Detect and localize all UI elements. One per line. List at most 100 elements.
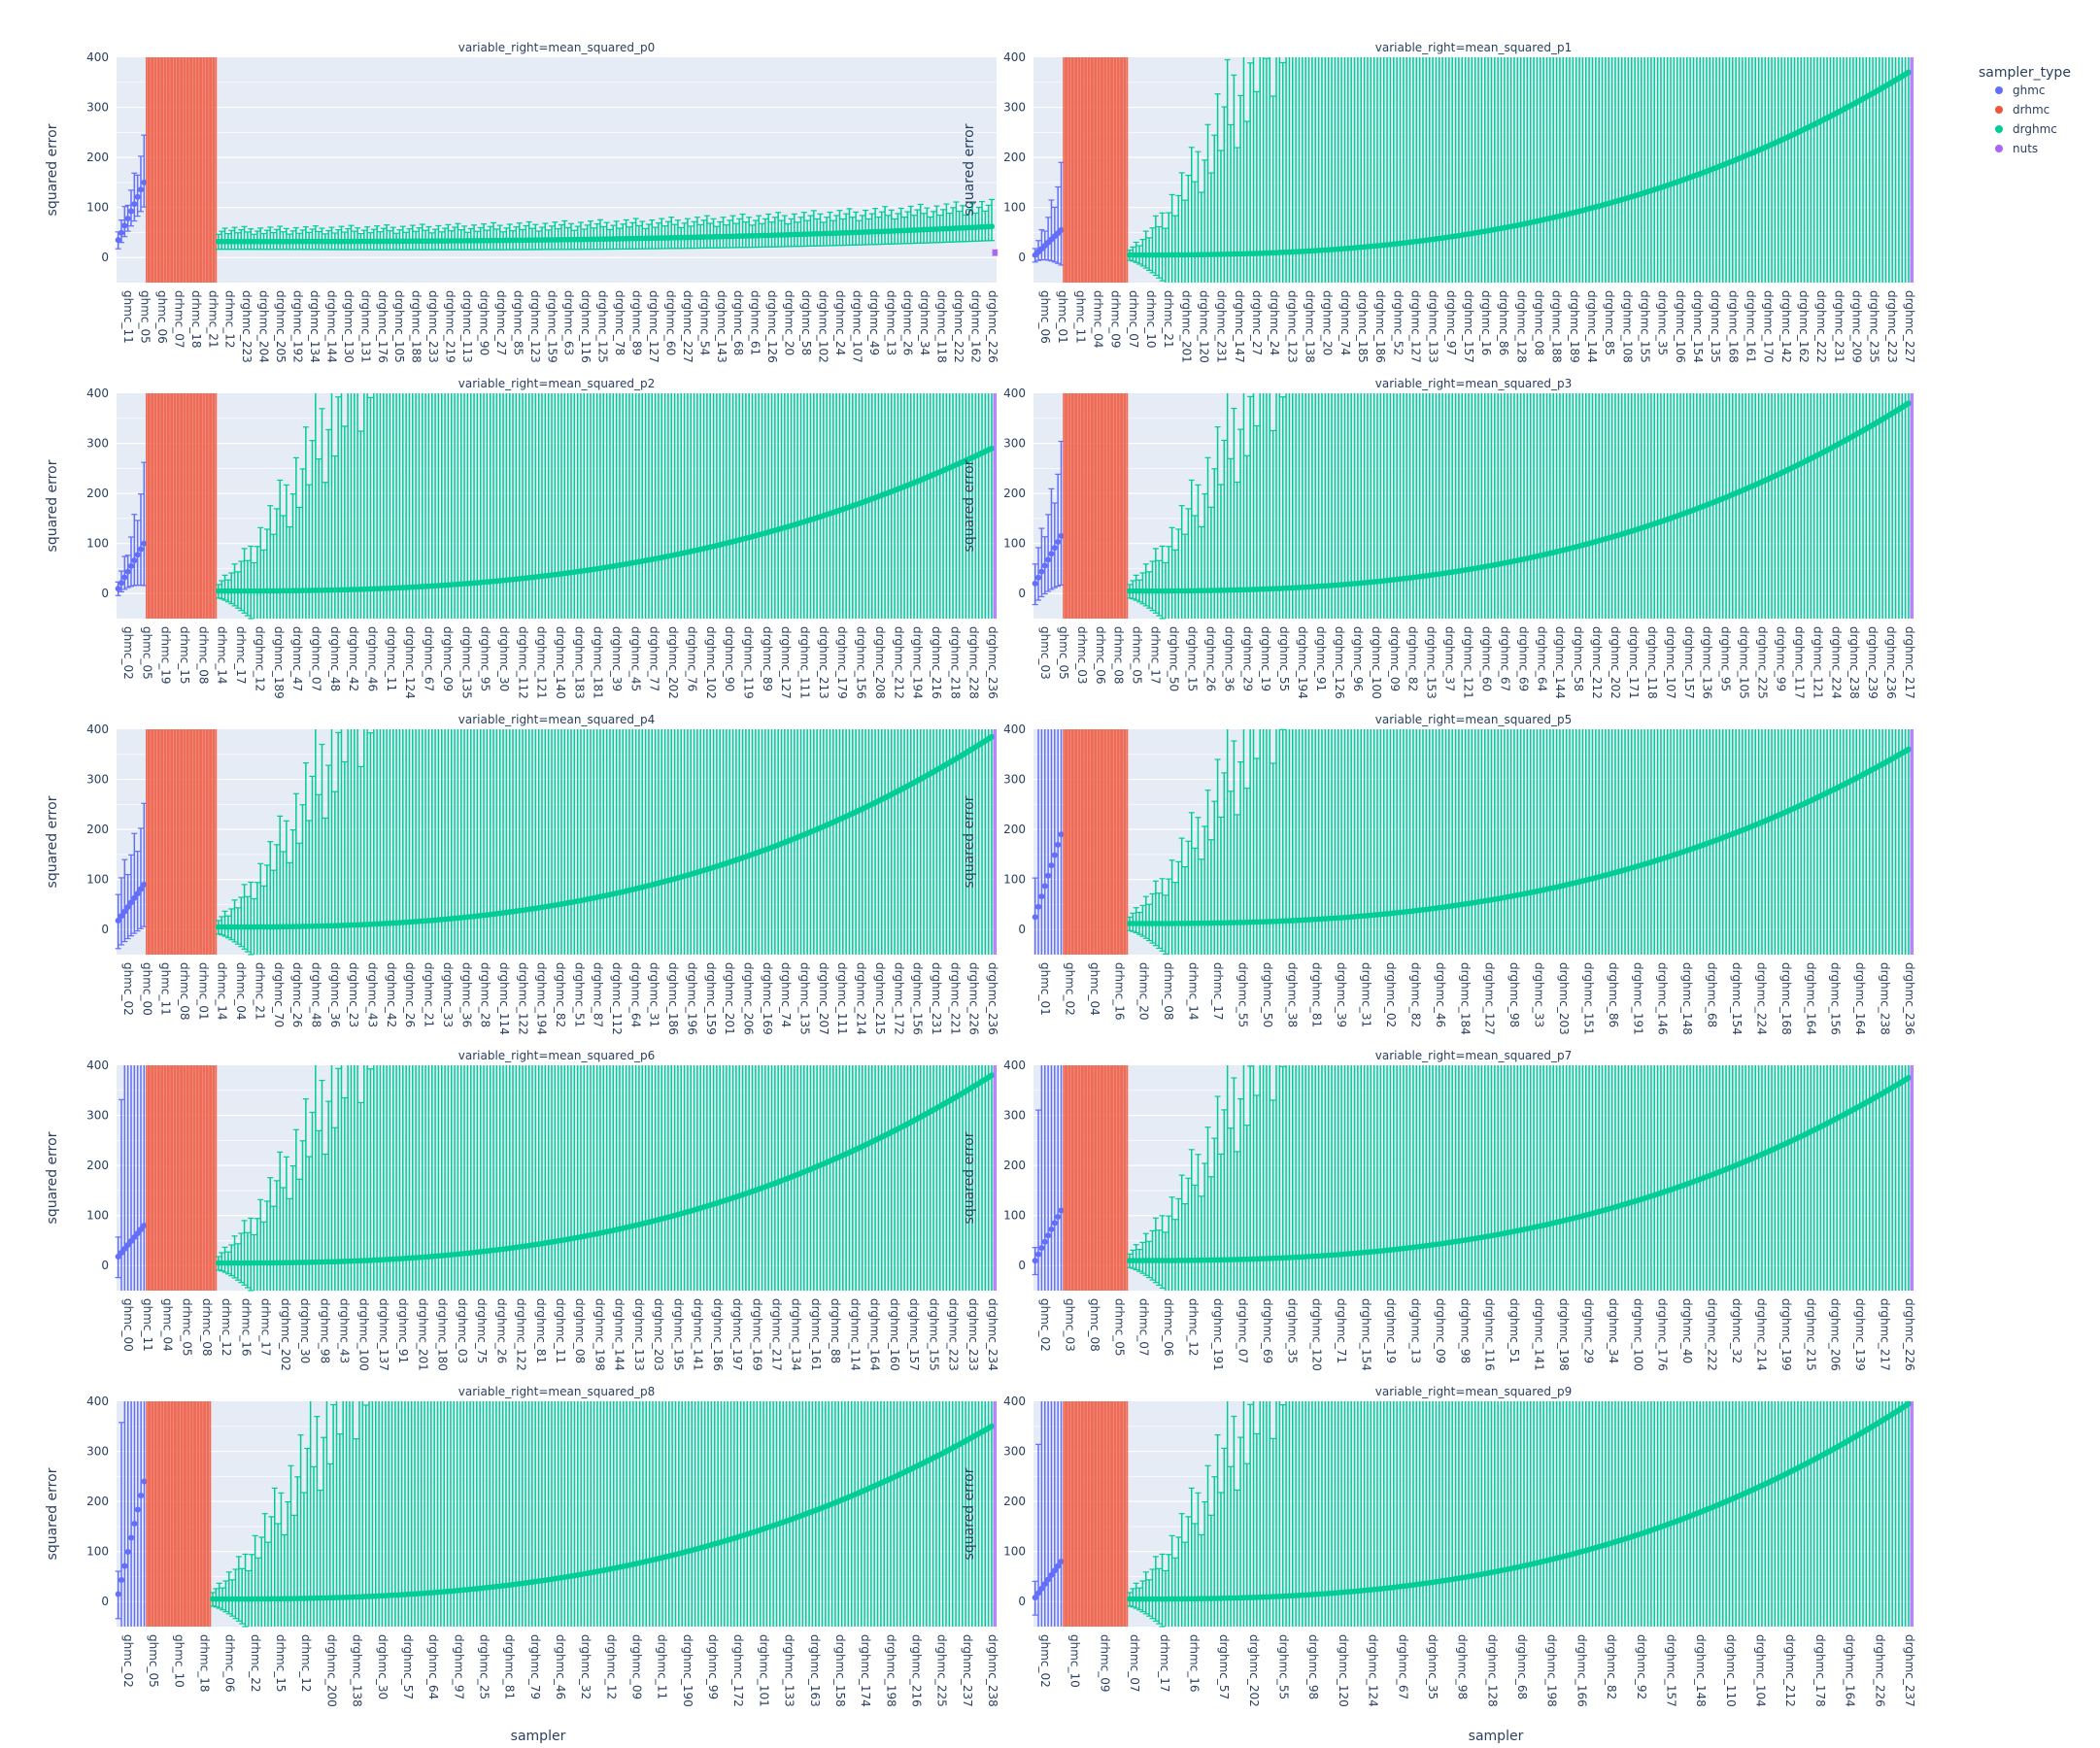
y-axis-title: squared error [45, 459, 60, 552]
x-tick-label: drghmc_26 [494, 1298, 508, 1363]
x-tick-label: drghmc_03 [456, 1298, 469, 1363]
x-tick-label: drhmc_21 [253, 962, 266, 1021]
x-tick-label: drghmc_85 [1603, 290, 1616, 355]
x-tick-label: drghmc_184 [1458, 962, 1472, 1035]
x-tick-label: drghmc_119 [741, 626, 755, 699]
y-tick-label: 100 [1003, 873, 1026, 887]
x-tick-label: drghmc_223 [1885, 290, 1899, 363]
x-tick-label: drghmc_137 [377, 1298, 390, 1371]
x-tick-label: drghmc_82 [1408, 962, 1422, 1027]
y-tick-label: 300 [86, 773, 109, 787]
data-point-ghmc [118, 229, 124, 236]
x-tick-label: drghmc_213 [817, 626, 830, 699]
facet-title: variable_right=mean_squared_p0 [458, 41, 655, 54]
x-tick-label: drghmc_188 [410, 290, 423, 363]
x-tick-label: drghmc_08 [1533, 290, 1546, 355]
x-tick-label: drghmc_155 [1639, 290, 1652, 363]
x-tick-label: drhmc_07 [1127, 290, 1140, 349]
data-point-nuts [992, 250, 999, 256]
x-tick-label: drghmc_144 [324, 290, 338, 363]
x-tick-label: drghmc_181 [592, 626, 605, 699]
y-tick-label: 200 [1003, 823, 1026, 836]
x-tick-label: drghmc_194 [911, 626, 925, 699]
x-tick-label: drghmc_19 [1259, 626, 1272, 691]
x-tick-label: drghmc_156 [855, 626, 868, 699]
x-tick-label: drghmc_156 [1829, 962, 1843, 1035]
x-tick-label: drghmc_39 [1335, 962, 1348, 1027]
x-tick-label: drghmc_217 [770, 1298, 784, 1371]
x-tick-label: drghmc_127 [779, 626, 793, 699]
y-tick-label: 400 [86, 723, 109, 736]
x-tick-label: drghmc_106 [1674, 290, 1687, 363]
x-tick-label: drhmc_17 [1211, 962, 1225, 1021]
x-tick-label: drghmc_224 [1829, 626, 1843, 699]
data-point-ghmc [1055, 841, 1062, 848]
x-tick-label: ghmc_11 [159, 962, 173, 1016]
x-tick-label: drghmc_82 [554, 962, 567, 1027]
x-tick-label: drghmc_102 [816, 290, 830, 363]
data-marks [115, 57, 999, 283]
x-tick-label: drghmc_64 [628, 962, 642, 1027]
x-tick-label: drghmc_221 [948, 962, 962, 1035]
x-tick-label: drghmc_123 [1285, 290, 1299, 363]
x-tick-label: drghmc_118 [935, 290, 949, 363]
x-tick-label: drhmc_07 [172, 290, 186, 349]
data-point-ghmc [1032, 580, 1038, 587]
x-tick-label: drghmc_36 [1222, 626, 1236, 691]
x-tick-label: drghmc_86 [1607, 962, 1620, 1027]
x-tick-label: drghmc_202 [279, 1298, 292, 1371]
x-tick-label: drghmc_236 [986, 962, 999, 1035]
x-tick-label: drghmc_157 [1682, 626, 1696, 699]
facet-panel: 0 100 200 300 400 variable_right=mean_squared… [45, 377, 999, 699]
x-tick-label: drghmc_87 [592, 962, 605, 1027]
x-tick-label: drghmc_140 [554, 626, 567, 699]
data-point-ghmc [1041, 562, 1048, 569]
x-tick-label: drghmc_90 [723, 626, 736, 691]
x-tick-label: drghmc_69 [1516, 626, 1530, 691]
y-tick-label: 300 [1003, 101, 1026, 115]
x-tick-label: drhmc_14 [216, 962, 229, 1021]
data-point-ghmc [1048, 551, 1055, 557]
x-tick-label: drghmc_88 [829, 1298, 842, 1363]
x-tick-label: drghmc_164 [868, 1298, 882, 1371]
x-tick-label: drghmc_70 [272, 962, 286, 1027]
y-axis-title: squared error [962, 459, 977, 552]
x-tick-label: drghmc_214 [855, 962, 868, 1035]
y-tick-label: 400 [86, 50, 109, 64]
x-tick-label: drghmc_135 [459, 626, 473, 699]
x-tick-label: drghmc_135 [798, 962, 812, 1035]
x-tick-label: drghmc_123 [528, 290, 542, 363]
x-tick-label: drghmc_216 [930, 626, 943, 699]
x-tick-label: drghmc_89 [630, 290, 644, 355]
x-tick-label: drghmc_202 [666, 626, 680, 699]
x-tick-label: drghmc_114 [497, 962, 511, 1035]
facet-title: variable_right=mean_squared_p4 [458, 713, 655, 726]
y-tick-label: 0 [1018, 1259, 1026, 1272]
x-tick-label: drghmc_108 [1620, 290, 1634, 363]
facet-title: variable_right=mean_squared_p2 [458, 377, 655, 390]
data-point-ghmc [127, 562, 134, 569]
x-tick-label: ghmc_06 [1038, 290, 1052, 344]
x-tick-label: drghmc_42 [347, 626, 360, 691]
x-tick-label: ghmc_00 [121, 1298, 135, 1352]
x-tick-label: drhmc_12 [220, 1298, 233, 1357]
x-tick-label: drghmc_64 [1535, 626, 1548, 691]
y-tick-label: 300 [86, 101, 109, 115]
x-tick-label: drghmc_222 [1814, 290, 1828, 363]
x-tick-label: drghmc_196 [685, 962, 698, 1035]
x-tick-label: drghmc_82 [1406, 626, 1420, 691]
x-tick-label: drghmc_90 [477, 290, 491, 355]
x-tick-label: drghmc_212 [1590, 626, 1604, 699]
x-tick-label: drghmc_195 [671, 1298, 685, 1371]
data-point-ghmc [131, 201, 138, 208]
x-tick-label: drghmc_228 [967, 626, 981, 699]
x-tick-label: drghmc_136 [1701, 626, 1714, 699]
x-tick-label: drghmc_49 [867, 290, 881, 355]
x-tick-label: drghmc_189 [272, 626, 286, 699]
data-point-ghmc [137, 546, 144, 553]
x-tick-label: drghmc_20 [1321, 290, 1335, 355]
x-tick-label: drghmc_202 [1609, 626, 1622, 699]
x-tick-label: drghmc_186 [1373, 290, 1387, 363]
x-tick-label: drghmc_180 [436, 1298, 450, 1371]
x-tick-label: drghmc_233 [966, 1298, 980, 1371]
